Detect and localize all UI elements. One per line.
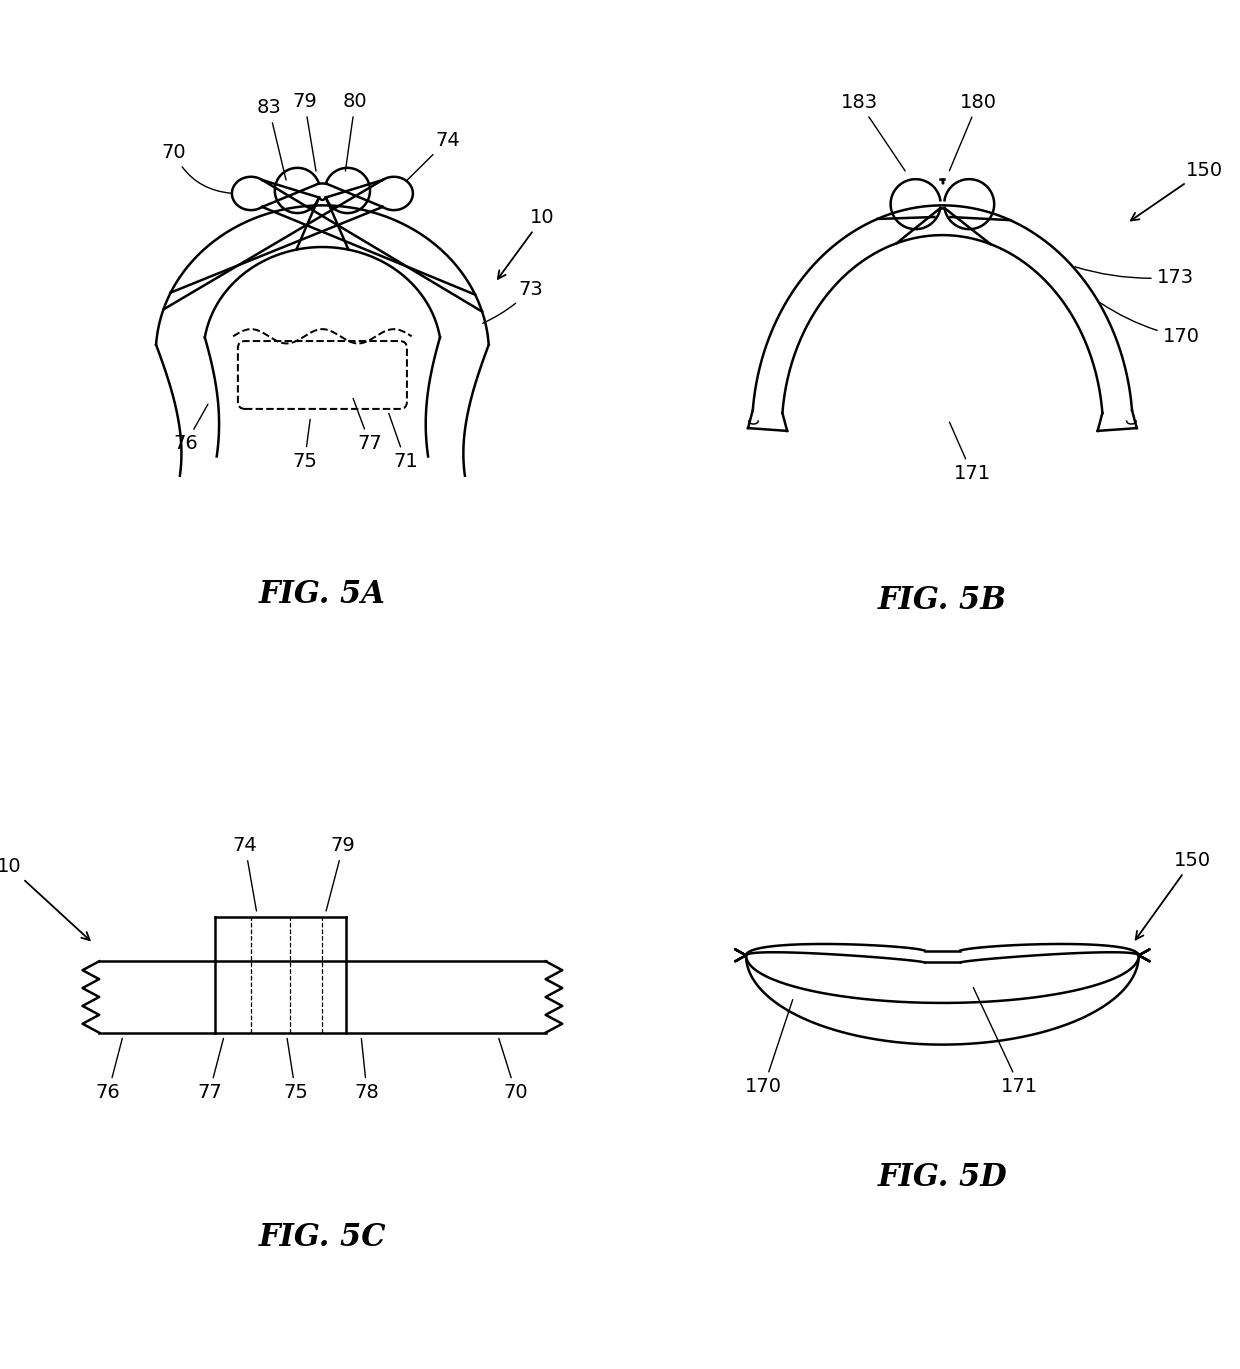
Text: 170: 170 (1100, 303, 1199, 346)
Text: 76: 76 (95, 1038, 123, 1102)
Text: 78: 78 (355, 1039, 379, 1102)
Text: 79: 79 (326, 836, 356, 910)
Text: 180: 180 (950, 93, 997, 171)
Text: 73: 73 (482, 279, 543, 323)
Text: 183: 183 (841, 93, 905, 171)
Text: 150: 150 (1136, 852, 1211, 939)
Text: 83: 83 (257, 99, 286, 181)
Text: 70: 70 (161, 142, 232, 193)
Text: 10: 10 (497, 208, 556, 279)
Text: 170: 170 (745, 999, 792, 1097)
Text: FIG. 5D: FIG. 5D (878, 1162, 1007, 1194)
Text: FIG. 5A: FIG. 5A (259, 579, 386, 611)
Text: 171: 171 (950, 422, 991, 483)
Text: 75: 75 (293, 419, 317, 471)
Text: 150: 150 (1131, 160, 1223, 220)
Text: 77: 77 (197, 1038, 223, 1102)
Text: FIG. 5B: FIG. 5B (878, 585, 1007, 616)
Text: 74: 74 (233, 836, 258, 910)
Text: 80: 80 (342, 92, 367, 171)
Text: 70: 70 (498, 1038, 528, 1102)
Text: 171: 171 (973, 987, 1038, 1097)
Text: 77: 77 (353, 398, 382, 453)
Text: 79: 79 (293, 92, 317, 171)
Text: 76: 76 (174, 404, 208, 453)
Text: 173: 173 (1075, 267, 1194, 286)
Text: FIG. 5C: FIG. 5C (259, 1223, 386, 1253)
Text: 71: 71 (389, 413, 418, 471)
Text: 10: 10 (0, 857, 89, 941)
Text: 75: 75 (283, 1039, 308, 1102)
Text: 74: 74 (407, 131, 460, 181)
